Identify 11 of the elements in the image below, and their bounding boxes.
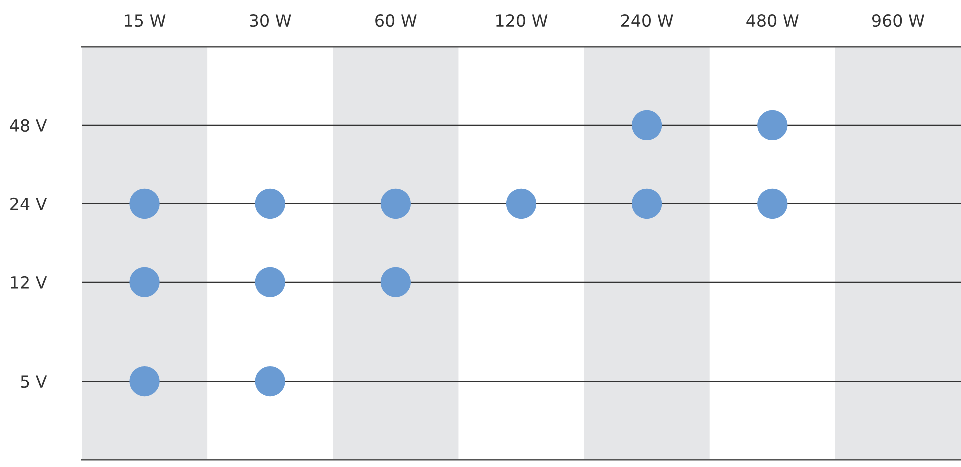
y-tick-label: 12 V	[11, 276, 48, 289]
x-tick-label: 60 W	[376, 14, 417, 28]
x-tick-label: 240 W	[622, 14, 674, 28]
y-tick-label: 5 V	[21, 376, 48, 388]
x-tick-label: 480 W	[746, 14, 799, 28]
x-tick-label: 30 W	[250, 14, 292, 28]
x-tick-label: 120 W	[496, 14, 548, 28]
x-tick-label: 960 W	[872, 14, 924, 28]
y-tick-label: 24 V	[10, 198, 48, 210]
x-tick-label: 15 W	[125, 14, 166, 28]
y-tick-label: 48 V	[10, 119, 48, 132]
